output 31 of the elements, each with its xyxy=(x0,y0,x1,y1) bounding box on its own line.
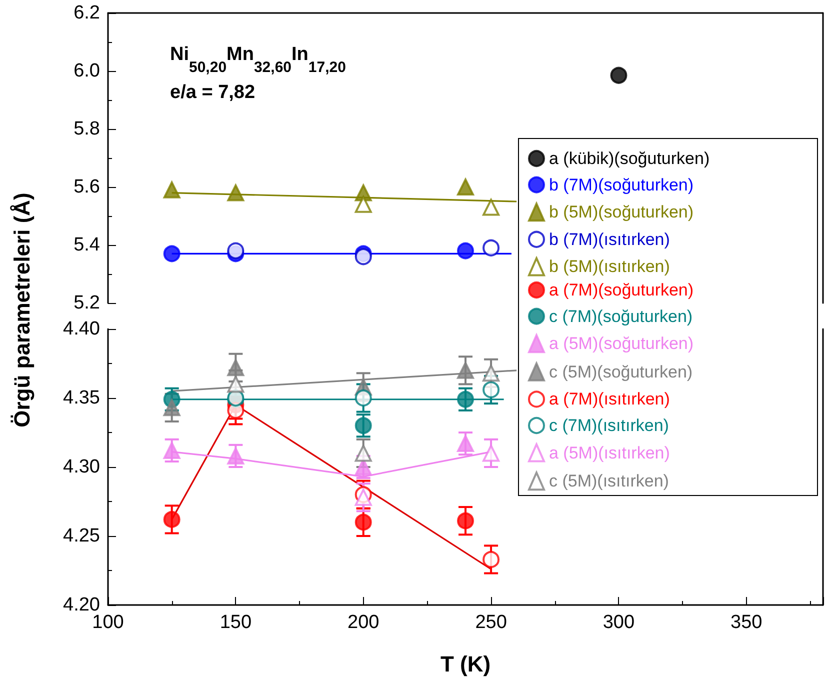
y-tick-label: 6.2 xyxy=(74,2,100,24)
y-tick-label: 4.40 xyxy=(63,318,100,340)
legend-label: b (5M)(ısıtırken) xyxy=(549,257,670,276)
legend-label: a (7M)(ısıtırken) xyxy=(549,390,670,409)
annotation: e/a = 7,82 xyxy=(170,82,256,103)
legend-label: b (7M)(soğuturken) xyxy=(549,175,694,194)
legend-label: b (5M)(soğuturken) xyxy=(549,202,694,222)
legend-label: c (7M)(ısıtırken) xyxy=(549,416,669,435)
y-tick-label: 5.6 xyxy=(74,176,100,198)
y-tick-label: 5.8 xyxy=(74,118,100,140)
y-tick-label: 6.0 xyxy=(74,60,100,82)
legend-label: a (7M)(soğuturken) xyxy=(549,280,694,300)
y-axis-title: Örgü parametreleri (Å) xyxy=(10,192,34,428)
x-tick-label: 250 xyxy=(475,612,507,633)
legend-label: a (kübik)(soğuturken) xyxy=(549,149,710,168)
x-tick-label: 150 xyxy=(220,612,252,633)
legend-label: c (5M)(soğuturken) xyxy=(549,362,693,382)
y-tick-label: 5.2 xyxy=(74,292,100,314)
y-tick-label: 5.4 xyxy=(74,234,100,256)
x-tick-label: 300 xyxy=(602,612,635,633)
x-tick-label: 350 xyxy=(730,612,762,633)
legend-label: a (5M)(soğuturken) xyxy=(549,334,694,354)
legend-label: b (7M)(ısıtırken) xyxy=(549,230,670,249)
x-tick-label: 200 xyxy=(348,612,380,633)
legend-label: c (7M)(soğuturken) xyxy=(549,306,693,326)
y-tick-label: 4.25 xyxy=(63,526,100,546)
legend-label: a (5M)(ısıtırken) xyxy=(549,443,670,462)
y-tick-label: 4.35 xyxy=(63,388,100,408)
legend-label: c (5M)(ısıtırken) xyxy=(549,472,669,491)
y-tick-label: 4.30 xyxy=(63,456,100,478)
x-axis-title: T (K) xyxy=(440,652,491,676)
